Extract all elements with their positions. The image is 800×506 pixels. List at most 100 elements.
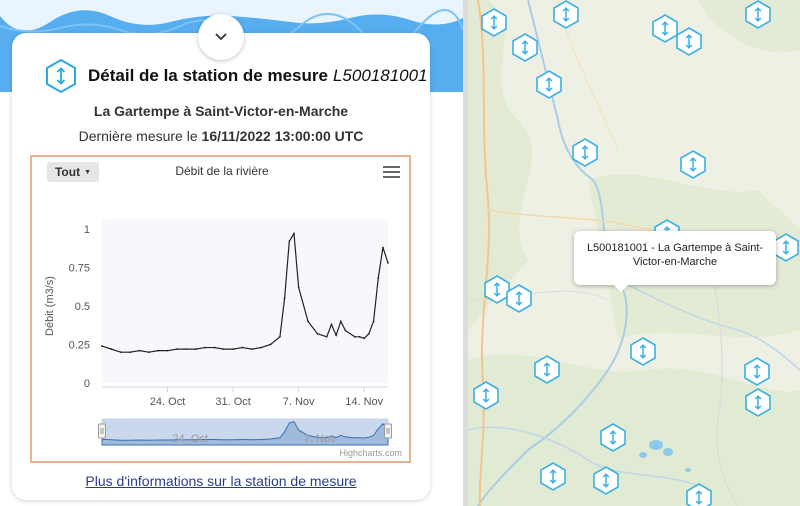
station-code: L500181001	[332, 66, 428, 85]
station-marker-icon[interactable]	[534, 355, 560, 384]
data-point	[339, 320, 342, 323]
data-point	[325, 335, 328, 338]
card-header: Détail de la station de mesure L500181001	[44, 58, 428, 94]
data-point	[269, 343, 272, 346]
navigator-label: 7. Nov	[304, 433, 336, 445]
data-point	[110, 348, 113, 351]
chart-title: Débit de la rivière	[175, 164, 269, 178]
navigator-series	[101, 421, 389, 446]
data-point	[138, 349, 141, 352]
station-marker-icon[interactable]	[481, 8, 507, 37]
data-point	[250, 348, 253, 351]
last-measure: Dernière mesure le 16/11/2022 13:00:00 U…	[12, 128, 430, 144]
station-marker-icon[interactable]	[600, 423, 626, 452]
y-tick-label: 0.5	[75, 301, 90, 313]
data-point	[260, 346, 263, 349]
data-point	[166, 349, 169, 352]
y-axis-label: Débit (m3/s)	[44, 276, 56, 336]
x-tick-label: 7. Nov	[283, 396, 315, 408]
data-point	[232, 348, 234, 351]
data-point	[387, 261, 389, 264]
x-tick-label: 31. Oct	[215, 396, 250, 408]
station-marker-icon[interactable]	[686, 483, 712, 506]
tooltip-line-2: Victor-en-Marche	[632, 256, 718, 268]
station-marker-icon[interactable]	[652, 14, 678, 43]
station-marker-icon[interactable]	[676, 27, 702, 56]
data-point	[129, 351, 131, 354]
station-marker-icon[interactable]	[506, 284, 532, 313]
data-point	[194, 348, 197, 351]
x-tick-label: 24. Oct	[150, 396, 185, 408]
station-name: La Gartempe à Saint-Victor-en-Marche	[93, 103, 349, 119]
data-point	[358, 335, 361, 338]
station-marker-icon[interactable]	[630, 337, 656, 366]
x-tick-label: 14. Nov	[345, 396, 383, 408]
y-tick-label: 0.75	[69, 263, 90, 275]
panel-divider[interactable]	[463, 0, 468, 506]
tooltip-line-1: L500181001 - La Gartempe à Saint-	[586, 242, 764, 254]
last-measure-label: Dernière mesure le	[78, 128, 198, 144]
data-point	[204, 346, 206, 349]
station-marker-icon[interactable]	[553, 0, 579, 29]
data-point	[363, 337, 366, 340]
station-detail-card: Détail de la station de mesure L500181001…	[12, 33, 430, 500]
menu-icon[interactable]	[383, 166, 400, 180]
page-title: Détail de la station de mesure L500181001	[88, 66, 428, 86]
y-tick-label: 1	[84, 224, 90, 236]
data-point	[288, 240, 291, 243]
station-marker-icon[interactable]	[744, 357, 770, 386]
map-station-tooltip: L500181001 - La Gartempe à Saint- Victor…	[574, 231, 776, 292]
data-point	[157, 349, 160, 352]
station-marker-icon[interactable]	[773, 233, 799, 262]
station-marker-icon[interactable]	[512, 33, 538, 62]
flow-chart: Débit de la rivière 0 0.25 0.5 0.75 1 Débit (m…	[30, 155, 411, 463]
station-marker-icon[interactable]	[745, 0, 771, 29]
station-marker-icon[interactable]	[680, 150, 706, 179]
range-selector-label: Tout	[54, 165, 81, 179]
data-point	[297, 286, 300, 289]
data-point	[330, 323, 333, 326]
data-point	[185, 348, 188, 351]
station-marker-icon[interactable]	[484, 275, 510, 304]
data-point	[344, 329, 347, 332]
station-marker-icon[interactable]	[572, 138, 598, 167]
y-tick-label: 0.25	[69, 340, 90, 352]
last-measure-value: 16/11/2022 13:00:00 UTC	[201, 128, 364, 144]
navigator-label: 24. Oct	[173, 433, 208, 445]
station-hexagon-icon	[46, 58, 76, 94]
title-label: Détail de la station de mesure	[88, 66, 328, 85]
data-point	[372, 320, 375, 323]
data-point	[335, 334, 338, 337]
station-marker-icon[interactable]	[745, 388, 771, 417]
data-point	[307, 320, 309, 323]
range-selector-button[interactable]: Tout ▼	[47, 162, 99, 182]
station-marker-icon[interactable]	[536, 70, 562, 99]
data-point	[241, 346, 244, 349]
data-point	[213, 346, 216, 349]
station-marker-icon[interactable]	[593, 466, 619, 495]
data-point	[353, 335, 356, 338]
data-point	[222, 348, 225, 351]
plot-area	[102, 219, 388, 383]
data-point	[279, 335, 281, 338]
station-marker-icon[interactable]	[540, 462, 566, 491]
chart-svg[interactable]: Débit de la rivière 0 0.25 0.5 0.75 1 Débit (m…	[32, 157, 409, 461]
navigator-handle-right[interactable]	[384, 423, 392, 439]
data-point	[283, 297, 286, 300]
data-point	[147, 351, 150, 354]
data-point	[377, 277, 380, 280]
caret-down-icon: ▼	[84, 168, 92, 176]
data-point	[316, 332, 319, 335]
tooltip-pointer	[612, 283, 630, 292]
credits-label: Highcharts.com	[339, 448, 402, 458]
more-info-link[interactable]: Plus d'informations sur la station de me…	[85, 473, 357, 489]
navigator-handle-left[interactable]	[98, 423, 106, 439]
collapse-button[interactable]	[198, 14, 244, 60]
data-point	[101, 345, 103, 347]
data-point	[119, 351, 122, 354]
data-point	[176, 348, 178, 351]
chevron-down-icon	[215, 33, 227, 41]
data-point	[293, 232, 295, 235]
data-point	[367, 332, 370, 335]
station-marker-icon[interactable]	[473, 381, 499, 410]
